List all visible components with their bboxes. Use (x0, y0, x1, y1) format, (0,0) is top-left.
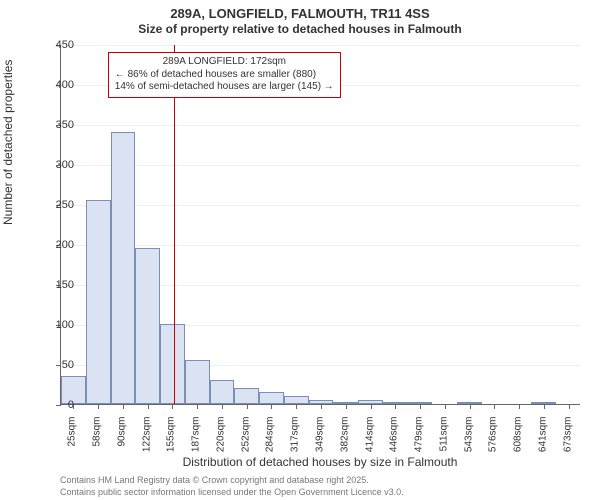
histogram-bar (185, 360, 210, 404)
footer-line-2: Contains public sector information licen… (60, 487, 404, 497)
chart-title: 289A, LONGFIELD, FALMOUTH, TR11 4SS (0, 6, 600, 21)
histogram-bar (111, 132, 136, 404)
plot-area: 289A LONGFIELD: 172sqm ← 86% of detached… (60, 45, 580, 405)
histogram-bar (259, 392, 284, 404)
xtick-label: 155sqm (166, 417, 177, 467)
xtick-label: 90sqm (116, 417, 127, 467)
ytick-label: 200 (34, 239, 74, 251)
xtick-mark (123, 404, 124, 409)
ytick-label: 300 (34, 159, 74, 171)
histogram-bar (234, 388, 259, 404)
xtick-mark (445, 404, 446, 409)
ytick-label: 350 (34, 119, 74, 131)
xtick-label: 608sqm (513, 417, 524, 467)
gridline (61, 205, 580, 206)
xtick-mark (519, 404, 520, 409)
histogram-bar (135, 248, 160, 404)
gridline (61, 245, 580, 246)
xtick-label: 58sqm (92, 417, 103, 467)
xtick-mark (420, 404, 421, 409)
xtick-mark (569, 404, 570, 409)
xtick-mark (296, 404, 297, 409)
xtick-label: 284sqm (265, 417, 276, 467)
ytick-label: 0 (34, 399, 74, 411)
xtick-mark (395, 404, 396, 409)
annotation-line1: ← 86% of detached houses are smaller (88… (115, 69, 334, 82)
gridline (61, 45, 580, 46)
xtick-label: 673sqm (562, 417, 573, 467)
xtick-mark (321, 404, 322, 409)
histogram-bar (210, 380, 235, 404)
ytick-label: 50 (34, 359, 74, 371)
xtick-label: 252sqm (240, 417, 251, 467)
xtick-mark (98, 404, 99, 409)
xtick-mark (544, 404, 545, 409)
xtick-mark (494, 404, 495, 409)
annotation-line2: 14% of semi-detached houses are larger (… (115, 81, 334, 94)
gridline (61, 165, 580, 166)
xtick-label: 317sqm (290, 417, 301, 467)
annotation-box: 289A LONGFIELD: 172sqm ← 86% of detached… (108, 52, 341, 98)
histogram-bar (284, 396, 309, 404)
xtick-label: 576sqm (488, 417, 499, 467)
xtick-mark (371, 404, 372, 409)
histogram-bar (86, 200, 111, 404)
xtick-label: 414sqm (364, 417, 375, 467)
ytick-label: 450 (34, 39, 74, 51)
xtick-label: 382sqm (339, 417, 350, 467)
y-axis-label: Number of detached properties (1, 60, 15, 225)
ytick-label: 100 (34, 319, 74, 331)
gridline (61, 125, 580, 126)
ytick-label: 250 (34, 199, 74, 211)
xtick-label: 25sqm (67, 417, 78, 467)
xtick-mark (470, 404, 471, 409)
xtick-label: 220sqm (215, 417, 226, 467)
xtick-label: 349sqm (315, 417, 326, 467)
annotation-title: 289A LONGFIELD: 172sqm (115, 56, 334, 69)
xtick-label: 511sqm (438, 417, 449, 467)
footer-line-1: Contains HM Land Registry data © Crown c… (60, 475, 369, 485)
xtick-mark (222, 404, 223, 409)
chart-subtitle: Size of property relative to detached ho… (0, 22, 600, 36)
xtick-label: 479sqm (414, 417, 425, 467)
xtick-label: 122sqm (141, 417, 152, 467)
xtick-mark (148, 404, 149, 409)
xtick-mark (271, 404, 272, 409)
ytick-label: 150 (34, 279, 74, 291)
xtick-mark (247, 404, 248, 409)
chart-container: 289A, LONGFIELD, FALMOUTH, TR11 4SS Size… (0, 0, 600, 500)
xtick-label: 446sqm (389, 417, 400, 467)
ytick-label: 400 (34, 79, 74, 91)
xtick-label: 641sqm (537, 417, 548, 467)
xtick-mark (346, 404, 347, 409)
xtick-label: 187sqm (191, 417, 202, 467)
xtick-mark (197, 404, 198, 409)
xtick-mark (172, 404, 173, 409)
marker-line (174, 45, 175, 404)
xtick-label: 543sqm (463, 417, 474, 467)
histogram-bar (160, 324, 185, 404)
